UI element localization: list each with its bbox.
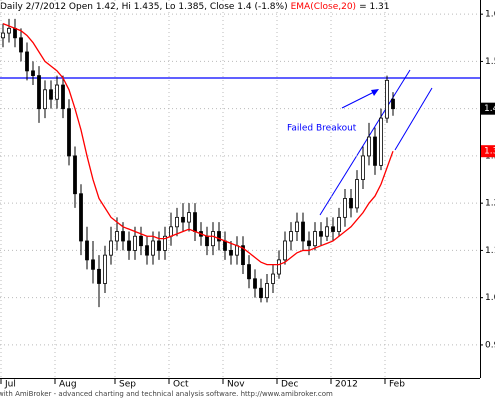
candle-body [25, 51, 29, 72]
candle-body [277, 259, 281, 275]
candle-body [13, 27, 17, 39]
candle-body [331, 226, 335, 232]
candle-body [373, 136, 377, 166]
candle-body [259, 287, 263, 299]
x-tick-label: Nov [227, 380, 245, 390]
trendline [394, 87, 433, 151]
candle-body [115, 231, 119, 242]
y-tick-label: 1.6 [485, 10, 495, 20]
candle-body [145, 245, 149, 256]
candle-body [253, 278, 257, 289]
candle-body [349, 198, 353, 209]
candle-body [391, 98, 395, 110]
candle-body [97, 268, 101, 284]
candle-body [1, 32, 5, 39]
candle-body [235, 245, 239, 256]
price-label-box [481, 102, 495, 115]
x-tick-label: Oct [173, 380, 189, 390]
footer: with AmiBroker - advanced charting and t… [0, 390, 333, 398]
title-part: Daily 2/7/2012 Open 1.42, Hi 1.435, Lo 1… [0, 2, 288, 12]
candle-body [289, 231, 293, 242]
candle-body [361, 155, 365, 180]
title-part: EMA(Close,20) [291, 2, 356, 12]
candle-body [247, 264, 251, 280]
candle-body [343, 198, 347, 218]
annotation: Failed Breakout [287, 124, 357, 134]
candle-body [205, 235, 209, 247]
arrow-head [371, 89, 379, 96]
candle-body [127, 240, 131, 251]
candle-body [73, 155, 77, 195]
candle-body [313, 231, 317, 247]
candle-body [139, 235, 143, 247]
y-tick-label: 1.5 [485, 57, 495, 67]
candle-body [211, 231, 215, 247]
candle-body [31, 70, 35, 76]
candle-body [109, 240, 113, 256]
candle-body [265, 283, 269, 299]
candle-body [229, 250, 233, 256]
candle-body [337, 216, 341, 232]
candle-body [301, 221, 305, 242]
price-label-box [481, 145, 495, 158]
candle-body [103, 254, 107, 284]
candle-body [385, 79, 389, 119]
candle-body [175, 216, 179, 228]
candle-body [241, 245, 245, 265]
candle-body [217, 231, 221, 242]
candle-body [367, 136, 371, 157]
candle-body [295, 221, 299, 232]
candle-body [121, 231, 125, 242]
y-tick-label: 1.0 [485, 293, 495, 303]
candle-body [181, 216, 185, 223]
candle-body [325, 226, 329, 237]
x-tick-label: 2012 [335, 380, 358, 390]
x-tick-label: Dec [281, 380, 298, 390]
candle-body [283, 240, 287, 261]
arrow [341, 90, 377, 109]
candle-body [187, 212, 191, 223]
candle-body [163, 235, 167, 251]
candle-body [271, 273, 275, 284]
candle-body [49, 89, 53, 100]
x-tick-label: Feb [389, 380, 405, 390]
candle-body [7, 27, 11, 34]
candle-body [19, 37, 23, 53]
price-label: 1.4 [484, 104, 495, 114]
title-part: = 1.31 [359, 2, 389, 12]
candle-body [319, 231, 323, 237]
trendline [319, 69, 411, 216]
candle-body [355, 179, 359, 209]
candle-body [151, 240, 155, 256]
y-tick-label: 1.1 [485, 246, 495, 256]
x-tick-label: Sep [119, 380, 136, 390]
candle-body [67, 108, 71, 157]
ema-line [2, 23, 394, 266]
candle-body [37, 75, 41, 110]
candle-body [43, 89, 47, 110]
candle-body [133, 235, 137, 251]
candle-body [85, 240, 89, 261]
candle-body [157, 240, 161, 251]
candle-body [61, 84, 65, 110]
candle-body [169, 226, 173, 237]
candle-body [79, 193, 83, 242]
x-tick-label: Aug [59, 380, 77, 390]
x-tick-label: Jul [4, 380, 16, 390]
candle-body [379, 117, 383, 166]
candle-body [55, 84, 59, 100]
price-label: 1.3 [484, 147, 495, 157]
candle-body [307, 240, 311, 247]
candle-body [223, 240, 227, 251]
y-tick-label: 0.9 [485, 340, 495, 350]
candle-body [91, 259, 95, 270]
candle-body [193, 212, 197, 232]
chart-title: Daily 2/7/2012 Open 1.42, Hi 1.435, Lo 1… [0, 2, 390, 12]
y-tick-label: 1.2 [485, 199, 495, 209]
